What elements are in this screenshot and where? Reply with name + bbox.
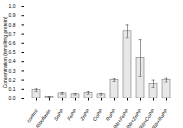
svg-text:Riboflavin: Riboflavin bbox=[34, 108, 52, 128]
svg-text:0.2: 0.2 bbox=[9, 77, 16, 83]
svg-text:RuPP: RuPP bbox=[104, 107, 117, 122]
svg-text:SnPP: SnPP bbox=[52, 107, 65, 121]
svg-text:Rib+RuPP: Rib+RuPP bbox=[150, 107, 169, 128]
svg-text:0.0: 0.0 bbox=[9, 95, 16, 101]
svg-text:0.5: 0.5 bbox=[9, 49, 16, 55]
svg-text:CoPP: CoPP bbox=[91, 107, 104, 122]
svg-text:0.3: 0.3 bbox=[9, 68, 16, 74]
svg-text:0.7: 0.7 bbox=[9, 31, 16, 37]
svg-text:0.1: 0.1 bbox=[9, 86, 16, 92]
svg-text:0.9: 0.9 bbox=[9, 12, 16, 18]
svg-text:FePP: FePP bbox=[66, 107, 78, 121]
svg-text:Concentration (nmol/mg protein: Concentration (nmol/mg protein) bbox=[2, 16, 8, 88]
svg-text:1.0: 1.0 bbox=[9, 3, 16, 9]
svg-text:0.8: 0.8 bbox=[9, 22, 16, 28]
svg-text:0.4: 0.4 bbox=[9, 58, 16, 64]
svg-text:control: control bbox=[25, 107, 39, 124]
svg-text:0.6: 0.6 bbox=[9, 40, 16, 46]
svg-text:ZnPP: ZnPP bbox=[78, 107, 91, 122]
